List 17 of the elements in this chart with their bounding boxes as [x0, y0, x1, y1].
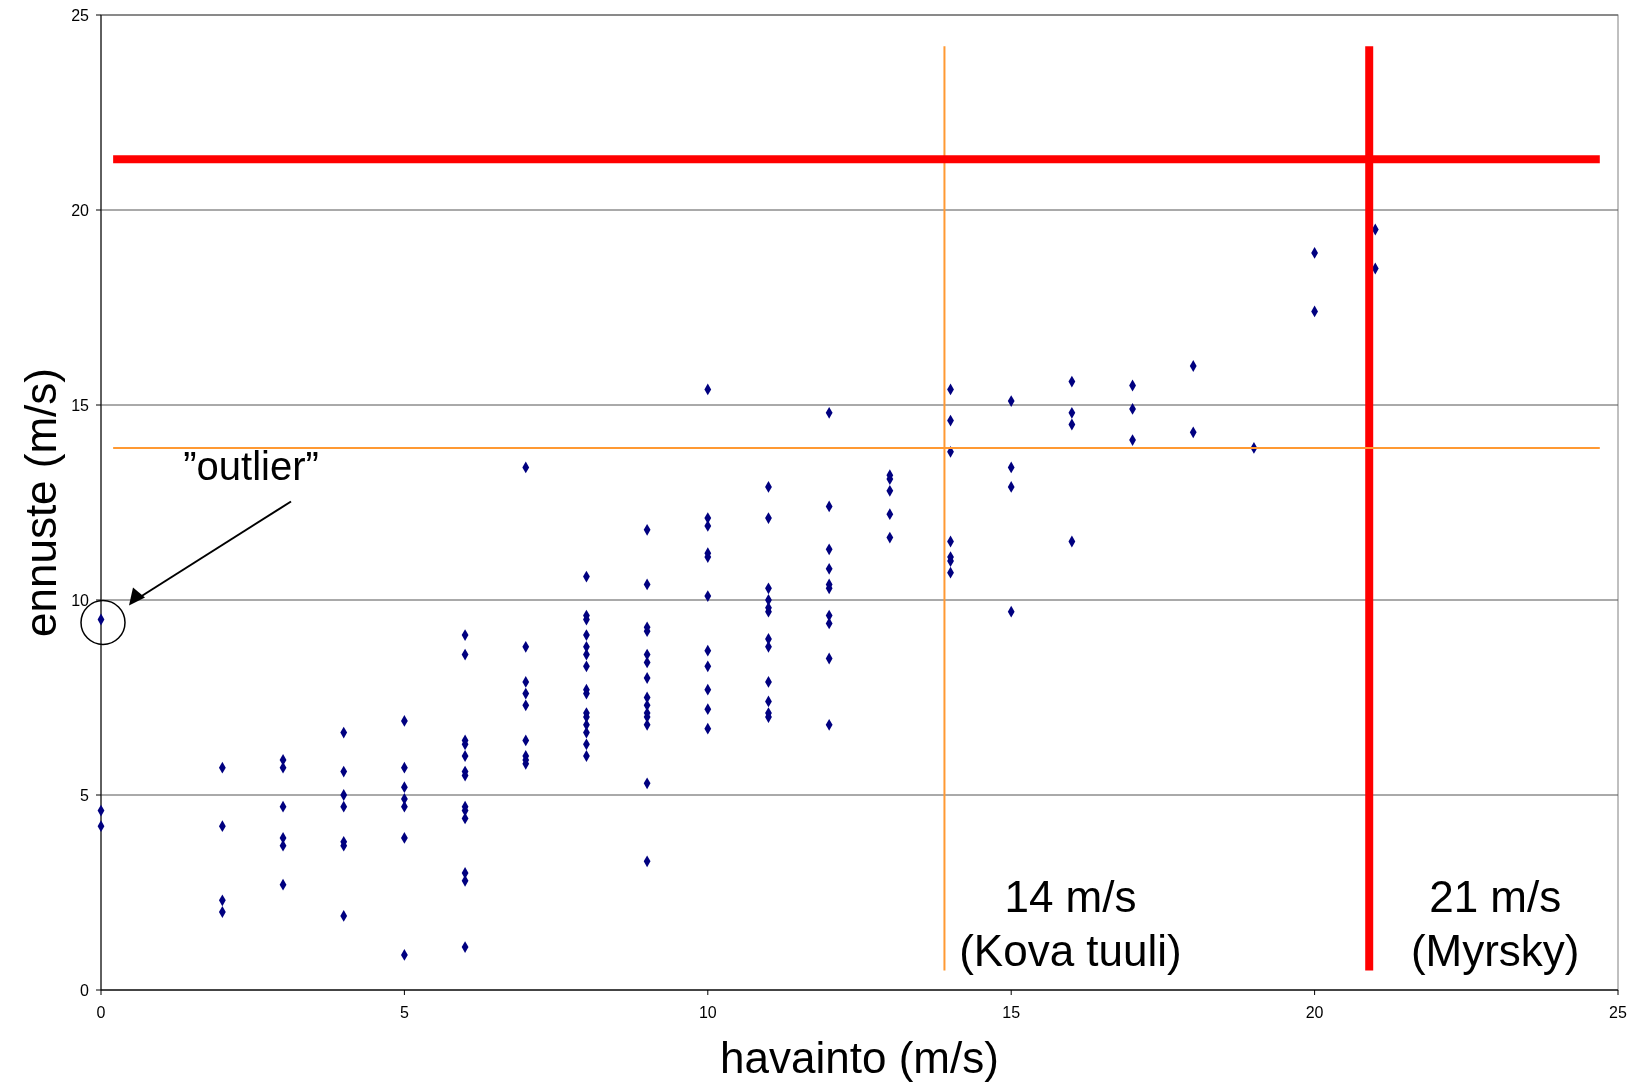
y-tick-label: 10 [71, 591, 90, 609]
x-tick-label: 25 [1609, 1004, 1627, 1021]
x-tick-label: 0 [96, 1004, 106, 1021]
ref-line-label: 21 m/s (Myrsky) [1410, 872, 1580, 975]
x-tick-label: 5 [399, 1004, 409, 1021]
y-tick-label: 20 [71, 201, 90, 219]
y-tick-label: 5 [80, 786, 90, 804]
x-axis-title: havainto (m/s) [720, 1033, 999, 1082]
ref-line-label: 14 m/s (Kova tuuli) [959, 872, 1182, 975]
x-tick-label: 20 [1305, 1004, 1324, 1021]
y-tick-label: 0 [80, 981, 90, 999]
x-tick-label: 15 [1002, 1004, 1021, 1021]
y-axis-title: ennuste (m/s) [16, 368, 65, 637]
y-tick-label: 25 [71, 6, 90, 24]
y-tick-label: 15 [71, 396, 90, 414]
x-tick-label: 10 [698, 1004, 717, 1021]
annotation: ”outlier” [183, 443, 319, 488]
